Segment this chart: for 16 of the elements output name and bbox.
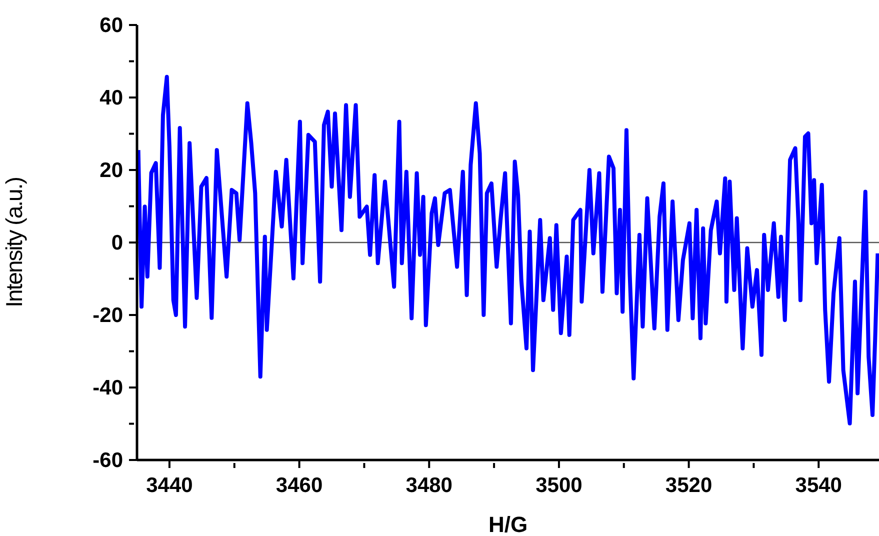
x-tick-label: 3500 xyxy=(536,474,582,497)
y-axis-title: Intensity (a.u.) xyxy=(1,177,28,308)
x-tick-label: 3460 xyxy=(276,474,323,497)
y-tick-label: -60 xyxy=(92,449,123,472)
x-tick-label: 3520 xyxy=(665,474,712,497)
y-tick-label: 40 xyxy=(100,86,123,110)
y-tick-label: 20 xyxy=(100,159,123,182)
y-tick-label: -20 xyxy=(92,304,123,327)
y-tick-label: 0 xyxy=(111,232,123,254)
x-tick-label: 3480 xyxy=(406,474,452,497)
x-tick-label: 3540 xyxy=(795,474,842,497)
x-axis-title: H/G xyxy=(488,512,528,536)
y-tick-label: -40 xyxy=(92,376,123,400)
x-tick-label: 3440 xyxy=(146,474,193,497)
line-series xyxy=(137,74,879,426)
y-tick-label: 60 xyxy=(100,14,123,37)
